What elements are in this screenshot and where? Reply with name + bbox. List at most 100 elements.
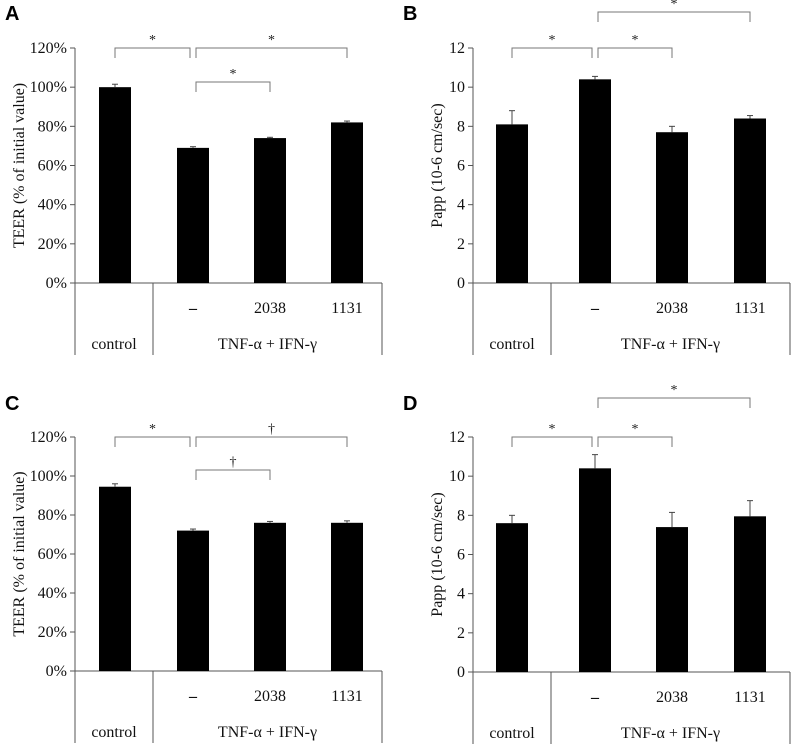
y-tick-label: 4 [457,197,465,214]
significance-label: * [268,33,275,48]
bar [579,468,611,672]
bar [177,147,209,283]
category-label: – [590,300,600,317]
panel-letter: D [403,393,417,415]
bar [496,124,528,283]
y-tick-label: 8 [457,507,465,524]
significance-bracket [597,11,751,22]
y-axis-label: Papp (10-6 cm/sec) [429,103,446,227]
category-label: – [188,300,198,317]
y-axis-label: TEER (% of initial value) [11,83,28,248]
y-tick-label: 6 [457,547,465,564]
y-tick-label: 10 [449,79,465,96]
significance-label: * [230,67,237,82]
significance-label: * [149,33,156,48]
panel-c: C 0% 20% 40% 60% 80% 100% 120% TEER (% of initia… [5,393,383,743]
y-tick-label: 120% [30,40,67,57]
significance-bracket [597,397,751,408]
significance-label: * [671,0,678,12]
y-tick-label: 120% [30,429,67,446]
significance-bracket [195,436,348,447]
bar [734,118,766,283]
y-tick-label: 10 [449,468,465,485]
significance-label: * [149,422,156,437]
bar [177,530,209,671]
y-tick-label: 60% [38,546,67,563]
significance-label: * [671,383,678,398]
significance-bracket [597,436,673,447]
y-tick-label: 0% [46,275,67,292]
group-label: TNF-α + IFN-γ [621,336,720,353]
y-tick-label: 2 [457,236,465,253]
group-label: control [91,336,137,353]
bar [656,527,688,672]
significance-bracket [597,47,673,58]
y-tick-label: 20% [38,236,67,253]
significance-bracket [195,47,348,58]
panel-letter: C [5,393,19,415]
y-tick-label: 40% [38,585,67,602]
panel-d: D 0 2 4 6 8 10 12 Papp (10-6 cm/sec) – 2038 1131 con… [403,383,791,744]
y-tick-label: 100% [30,79,67,96]
significance-label: † [230,455,237,470]
category-label: 2038 [656,689,688,706]
y-tick-label: 80% [38,507,67,524]
panel-b: B 0 2 4 6 8 10 12 Papp (10-6 cm/sec) – 2038 1131 con… [403,0,791,355]
bar [99,486,131,671]
bar [579,79,611,283]
bar [656,132,688,283]
bar [331,522,363,671]
significance-label: * [549,33,556,48]
y-tick-label: 0% [46,663,67,680]
category-label: 1131 [331,688,362,705]
bar [99,87,131,284]
y-axis-label: Papp (10-6 cm/sec) [429,492,446,616]
group-label: TNF-α + IFN-γ [621,725,720,742]
y-axis-label: TEER (% of initial value) [11,471,28,636]
category-label: – [590,689,600,706]
y-tick-label: 40% [38,197,67,214]
category-label: 2038 [254,688,286,705]
bar [254,138,286,283]
y-tick-label: 12 [449,40,465,57]
significance-bracket [114,47,191,58]
significance-label: † [268,422,275,437]
y-tick-label: 12 [449,429,465,446]
significance-bracket [511,47,593,58]
group-label: control [489,725,535,742]
panel-a: A 0% 20% 40% 60% 80% 100% 120% TEER (% of initia… [5,3,383,355]
y-tick-label: 80% [38,118,67,135]
category-label: 2038 [656,300,688,317]
significance-bracket [114,436,191,447]
group-label: control [91,724,137,741]
group-label: control [489,336,535,353]
y-tick-label: 4 [457,586,465,603]
panel-letter: A [5,3,19,25]
bar [496,523,528,672]
bar [734,516,766,672]
significance-label: * [632,33,639,48]
y-tick-label: 0 [457,664,465,681]
category-label: – [188,688,198,705]
significance-label: * [632,422,639,437]
category-label: 1131 [734,689,765,706]
y-tick-label: 8 [457,118,465,135]
significance-label: * [549,422,556,437]
y-tick-label: 2 [457,625,465,642]
category-label: 2038 [254,300,286,317]
bar [254,522,286,671]
significance-bracket [195,81,271,92]
significance-bracket [511,436,593,447]
y-tick-label: 60% [38,158,67,175]
y-tick-label: 6 [457,158,465,175]
significance-bracket [195,469,271,480]
bar [331,122,363,284]
category-label: 1131 [331,300,362,317]
y-tick-label: 0 [457,275,465,292]
y-tick-label: 20% [38,624,67,641]
group-label: TNF-α + IFN-γ [218,336,317,353]
group-label: TNF-α + IFN-γ [218,724,317,741]
y-tick-label: 100% [30,468,67,485]
panel-letter: B [403,3,417,25]
